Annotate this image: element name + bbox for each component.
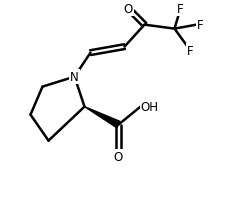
Text: N: N	[70, 71, 79, 84]
Text: O: O	[114, 150, 123, 163]
Text: F: F	[187, 45, 194, 58]
Text: F: F	[196, 19, 203, 32]
Text: F: F	[177, 3, 184, 16]
Text: OH: OH	[141, 101, 158, 114]
Text: O: O	[124, 3, 133, 16]
Polygon shape	[85, 107, 120, 128]
